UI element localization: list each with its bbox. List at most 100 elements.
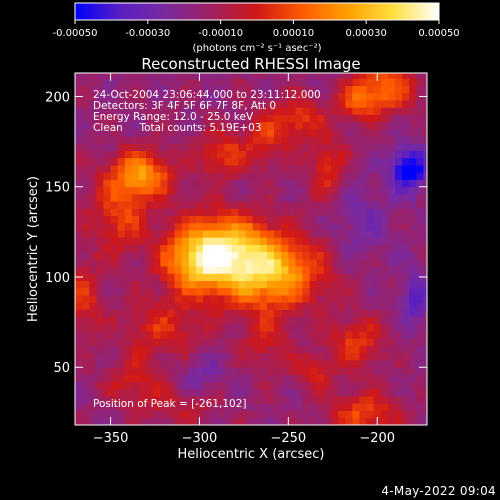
heatmap-pixel — [124, 114, 133, 123]
heatmap-pixel — [110, 323, 119, 332]
heatmap-pixel — [338, 143, 346, 152]
heatmap-pixel — [124, 316, 133, 325]
heatmap-pixel — [402, 396, 410, 404]
heatmap-pixel — [359, 121, 367, 130]
heatmap-pixel — [387, 92, 396, 101]
heatmap-pixel — [217, 251, 225, 260]
heatmap-pixel — [274, 374, 282, 383]
heatmap-pixel — [217, 92, 225, 101]
heatmap-pixel — [217, 186, 225, 195]
heatmap-pixel — [131, 128, 140, 137]
heatmap-pixel — [267, 345, 275, 354]
heatmap-pixel — [387, 73, 396, 79]
heatmap-pixel — [345, 251, 353, 260]
heatmap-pixel — [345, 150, 353, 159]
heatmap-pixel — [345, 172, 353, 180]
heatmap-pixel — [359, 417, 367, 425]
heatmap-pixel — [167, 78, 175, 87]
heatmap-pixel — [188, 266, 197, 274]
heatmap-pixel — [416, 302, 424, 310]
heatmap-pixel — [124, 73, 133, 79]
heatmap-pixel — [124, 85, 133, 94]
heatmap-pixel — [82, 157, 90, 166]
heatmap-pixel — [103, 107, 111, 115]
heatmap-pixel — [302, 403, 311, 411]
heatmap-pixel — [131, 266, 140, 274]
heatmap-pixel — [146, 381, 154, 390]
heatmap-pixel — [331, 186, 339, 195]
heatmap-pixel — [380, 128, 389, 137]
heatmap-pixel — [245, 251, 254, 260]
heatmap-pixel — [331, 128, 339, 137]
heatmap-pixel — [366, 157, 375, 166]
heatmap-pixel — [75, 417, 83, 425]
heatmap-pixel — [416, 100, 424, 108]
heatmap-pixel — [366, 114, 375, 123]
heatmap-pixel — [316, 73, 325, 79]
heatmap-pixel — [409, 165, 417, 173]
heatmap-pixel — [338, 352, 346, 361]
heatmap-pixel — [274, 316, 282, 325]
heatmap-pixel — [323, 287, 332, 296]
heatmap-pixel — [110, 338, 119, 346]
heatmap-pixel — [210, 396, 218, 404]
heatmap-pixel — [117, 381, 126, 390]
heatmap-pixel — [96, 92, 104, 101]
heatmap-pixel — [245, 150, 254, 159]
heatmap-pixel — [131, 345, 140, 354]
heatmap-pixel — [238, 360, 247, 368]
heatmap-pixel — [423, 280, 427, 289]
heatmap-pixel — [409, 121, 417, 130]
heatmap-pixel — [124, 280, 133, 289]
heatmap-pixel — [352, 150, 360, 159]
heatmap-pixel — [174, 73, 183, 79]
heatmap-pixel — [302, 280, 311, 289]
heatmap-pixel — [110, 295, 119, 303]
heatmap-pixel — [380, 172, 389, 180]
heatmap-pixel — [188, 222, 197, 231]
heatmap-pixel — [274, 143, 282, 152]
heatmap-pixel — [131, 287, 140, 296]
heatmap-pixel — [238, 367, 247, 375]
heatmap-pixel — [195, 302, 204, 310]
heatmap-pixel — [373, 251, 382, 260]
heatmap-pixel — [323, 302, 332, 310]
heatmap-pixel — [139, 345, 147, 354]
heatmap-pixel — [373, 157, 382, 166]
heatmap-pixel — [302, 374, 311, 383]
heatmap-pixel — [259, 287, 268, 296]
heatmap-pixel — [323, 338, 332, 346]
heatmap-pixel — [217, 78, 225, 87]
heatmap-pixel — [387, 230, 396, 238]
heatmap-pixel — [274, 331, 282, 339]
heatmap-pixel — [380, 388, 389, 397]
heatmap-pixel — [416, 136, 424, 144]
heatmap-pixel — [217, 258, 225, 267]
heatmap-pixel — [345, 244, 353, 253]
heatmap-pixel — [359, 172, 367, 180]
heatmap-pixel — [267, 244, 275, 253]
heatmap-pixel — [103, 100, 111, 108]
heatmap-pixel — [117, 374, 126, 383]
heatmap-pixel — [402, 193, 410, 202]
heatmap-pixel — [259, 78, 268, 87]
heatmap-pixel — [231, 201, 239, 209]
heatmap-pixel — [160, 251, 168, 260]
heatmap-pixel — [395, 73, 403, 79]
heatmap-pixel — [181, 92, 190, 101]
heatmap-pixel — [409, 73, 417, 79]
heatmap-pixel — [124, 100, 133, 108]
heatmap-pixel — [160, 273, 168, 281]
heatmap-pixel — [167, 280, 175, 289]
heatmap-pixel — [139, 396, 147, 404]
heatmap-pixel — [302, 172, 311, 180]
heatmap-pixel — [373, 172, 382, 180]
heatmap-pixel — [316, 193, 325, 202]
heatmap-pixel — [217, 136, 225, 144]
heatmap-pixel — [409, 237, 417, 245]
heatmap-pixel — [309, 215, 318, 224]
heatmap-pixel — [224, 78, 232, 87]
heatmap-pixel — [224, 309, 232, 318]
heatmap-pixel — [195, 85, 204, 94]
heatmap-pixel — [181, 266, 190, 274]
